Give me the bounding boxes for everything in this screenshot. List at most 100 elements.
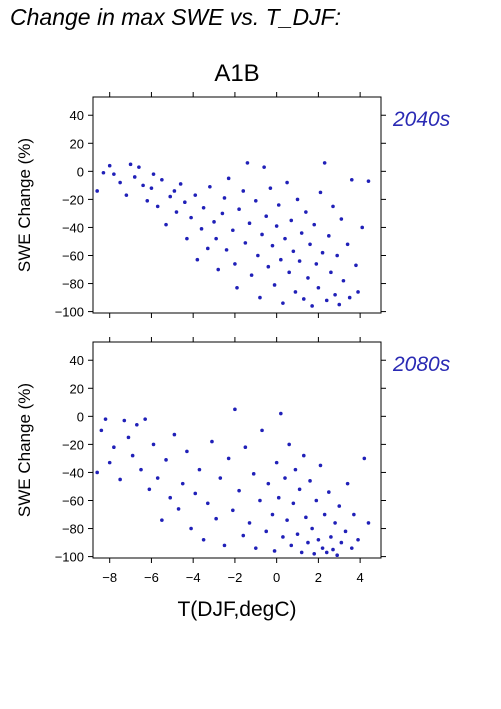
data-point [222,543,227,548]
data-point [147,487,152,492]
data-point [231,228,235,233]
data-point [320,546,325,550]
data-point [312,551,317,556]
data-point [270,512,275,517]
data-point [260,232,264,237]
data-point [301,453,306,458]
data-point [276,495,281,500]
data-point [345,242,350,247]
data-point [287,442,291,447]
data-point [220,211,225,216]
data-point [103,417,108,421]
data-point [247,221,252,226]
data-point [112,445,116,449]
data-point [331,547,335,552]
y-tick-label: −20 [62,437,84,452]
data-point [107,163,112,168]
data-point [95,189,99,193]
data-point [201,206,206,210]
data-point [274,460,279,465]
data-point [289,218,294,223]
data-point [172,432,177,437]
data-point [199,227,204,231]
data-point [122,418,127,423]
data-point [279,257,283,262]
data-point [274,224,279,228]
data-point [195,257,200,262]
x-tick-label: −2 [227,570,242,585]
data-point [183,200,187,204]
data-point [322,512,327,517]
y-tick-label: 0 [77,409,84,424]
data-point [318,190,323,195]
data-point [251,472,256,476]
data-point [329,270,333,275]
data-point [279,411,283,416]
data-point [164,222,168,227]
data-point [295,532,300,536]
data-point [118,477,122,482]
data-point [197,467,202,472]
data-point [241,189,246,193]
data-point [193,193,198,197]
data-point [222,196,227,200]
data-point [360,225,365,230]
data-point [343,529,348,534]
data-point [189,526,193,531]
data-point [281,301,285,305]
data-point [260,428,264,433]
data-point [107,460,112,465]
data-point [99,428,104,433]
data-point [128,162,133,167]
data-point [281,535,285,539]
y-tick-label: 20 [70,136,84,151]
data-point [130,453,135,458]
data-point [285,518,289,522]
data-point [126,435,131,440]
data-point [333,521,337,525]
data-point [266,264,271,269]
data-point [155,204,160,209]
data-point [201,537,206,542]
data-point [354,263,358,268]
data-point [270,243,275,248]
x-tick-label: 0 [273,570,280,585]
data-point [253,546,258,550]
data-point [143,417,147,421]
data-point [176,507,181,511]
data-point [95,470,99,475]
data-point [243,445,248,449]
data-point [237,207,241,212]
data-point [256,253,260,258]
y-tick-label: −20 [62,192,84,207]
x-tick-label: −6 [144,570,159,585]
data-point [362,456,367,461]
data-point [189,215,193,220]
data-point [214,236,218,241]
data-point [247,521,252,525]
y-tick-label: −100 [55,550,84,565]
data-point [331,204,335,209]
data-point [320,250,325,255]
data-point [335,253,339,258]
data-point [318,463,323,468]
data-point [299,550,304,555]
data-point [356,290,360,294]
data-point [180,481,185,486]
data-point [135,422,139,427]
data-point [306,276,310,280]
data-point [253,198,258,203]
data-point [160,177,164,182]
data-point [283,476,287,480]
data-point [233,407,237,412]
data-point [356,537,360,542]
y-tick-label: −40 [62,220,84,235]
data-point [258,498,262,503]
data-point [272,549,277,553]
data-point [249,273,254,277]
data-point [272,283,277,287]
data-point [345,481,350,486]
data-point [310,304,314,308]
data-point [226,456,231,461]
data-point [243,241,248,245]
